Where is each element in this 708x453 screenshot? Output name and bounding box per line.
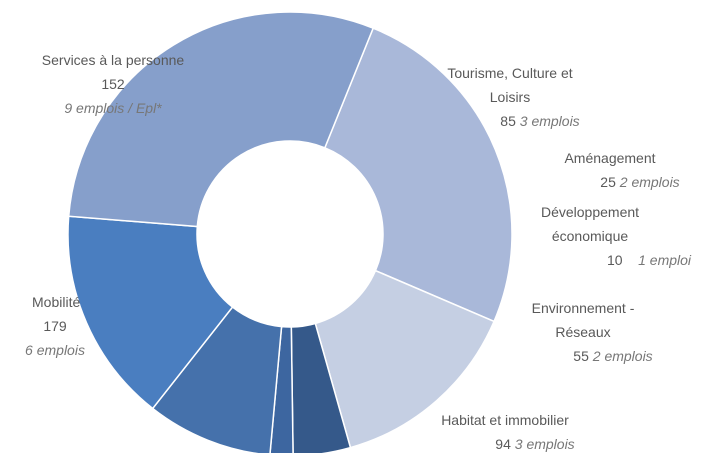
jobs-note: 6 emplois xyxy=(25,342,85,358)
value-line: 55 2 emplois xyxy=(478,344,688,368)
donut-slice xyxy=(323,27,513,323)
value-line: 94 3 emplois xyxy=(395,432,615,453)
jobs-note: 9 emplois / Epl* xyxy=(64,100,162,116)
donut-slice xyxy=(314,269,496,449)
category-name: Développement économique xyxy=(540,204,640,244)
jobs-note: 1 emploi xyxy=(638,252,692,268)
value-line: 85 3 emplois xyxy=(400,109,620,133)
slice-label: Environnement - Réseaux 55 2 emplois xyxy=(478,296,688,368)
note-line: 9 emplois / Epl* xyxy=(8,96,218,120)
slice-label: Développement économique 10 1 emploi xyxy=(520,200,708,272)
jobs-note: 2 emplois xyxy=(619,174,680,190)
category-name: Habitat et immobilier xyxy=(441,412,569,428)
category-name: Aménagement xyxy=(564,150,656,166)
jobs-note: 2 emplois xyxy=(592,348,653,364)
slice-label: Mobilité 179 6 emplois xyxy=(0,290,110,362)
value-line: 152 xyxy=(8,72,218,96)
donut-slice xyxy=(67,11,375,228)
value-line: 25 2 emplois xyxy=(510,170,708,194)
value-line: 10 1 emploi xyxy=(520,248,708,272)
value-line: 179 xyxy=(0,314,110,338)
slice-label: Aménagement 25 2 emplois xyxy=(510,146,708,194)
category-name: Mobilité xyxy=(32,294,81,310)
donut-slice xyxy=(67,215,234,410)
value-label: 55 xyxy=(573,348,589,364)
slice-label: Habitat et immobilier 94 3 emplois xyxy=(395,408,615,453)
value-label: 94 xyxy=(495,436,511,452)
category-name: Environnement - Réseaux xyxy=(531,300,635,340)
value-label: 179 xyxy=(43,318,67,334)
jobs-note: 3 emplois xyxy=(519,113,580,129)
value-label: 10 xyxy=(606,252,623,268)
slice-label: Tourisme, Culture et Loisirs 85 3 emplois xyxy=(400,61,620,133)
note-line: 6 emplois xyxy=(0,338,110,362)
value-label: 85 xyxy=(500,113,516,129)
category-name: Services à la personne xyxy=(41,52,185,68)
value-label: 152 xyxy=(101,76,125,92)
category-name: Tourisme, Culture et Loisirs xyxy=(447,65,573,105)
value-label: 25 xyxy=(600,174,616,190)
jobs-note: 3 emplois xyxy=(514,436,575,452)
slice-label: Services à la personne 152 9 emplois / Epl… xyxy=(8,48,218,120)
